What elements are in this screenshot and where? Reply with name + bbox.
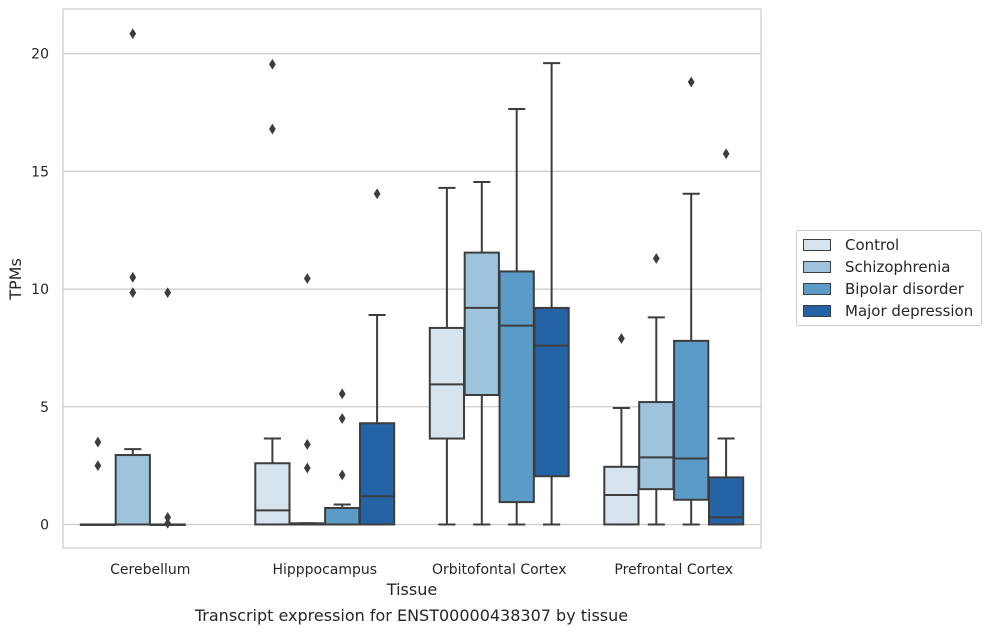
y-tick-label: 20 bbox=[31, 47, 49, 63]
outlier-point bbox=[722, 148, 730, 160]
outlier-point bbox=[338, 469, 346, 481]
outlier-point bbox=[94, 436, 102, 448]
plot-frame bbox=[62, 8, 762, 549]
legend-label-bipolar: Bipolar disorder bbox=[845, 280, 964, 298]
box-bipolar-disorder bbox=[673, 76, 710, 526]
x-axis-label: Tissue bbox=[386, 580, 437, 599]
box-major-depression bbox=[533, 62, 570, 526]
outlier-point bbox=[269, 123, 276, 135]
legend-swatch-bipolar bbox=[803, 283, 831, 295]
outlier-point bbox=[303, 273, 311, 284]
box-control bbox=[254, 58, 291, 526]
legend-item-depression: Major depression bbox=[803, 301, 973, 321]
x-tick-label: Orbitofontal Cortex bbox=[432, 562, 567, 578]
box-bipolar-disorder bbox=[498, 108, 535, 526]
box-iqr bbox=[463, 251, 500, 397]
box-iqr bbox=[114, 454, 151, 526]
legend-swatch-depression bbox=[803, 305, 831, 317]
outlier-point bbox=[687, 76, 695, 88]
legend-label-control: Control bbox=[845, 236, 900, 254]
y-tick-label: 15 bbox=[31, 164, 49, 180]
outlier-point bbox=[164, 512, 172, 523]
box-iqr bbox=[673, 339, 710, 501]
outlier-point bbox=[94, 460, 102, 472]
outlier-point bbox=[129, 271, 137, 283]
box-major-depression bbox=[358, 188, 396, 526]
x-tick-labels: Cerebellum Hipppocampus Orbitofontal Corte… bbox=[110, 562, 733, 578]
outlier-point bbox=[129, 287, 137, 299]
legend-item-control: Control bbox=[803, 235, 899, 255]
box-major-depression bbox=[707, 148, 745, 526]
y-tick-label: 10 bbox=[31, 282, 49, 298]
y-tick-label: 0 bbox=[40, 517, 49, 533]
outlier-point bbox=[373, 188, 381, 200]
box-iqr bbox=[324, 506, 361, 526]
box-schizophrenia bbox=[463, 180, 500, 526]
box-control bbox=[603, 333, 640, 526]
outlier-point bbox=[164, 517, 172, 529]
box-iqr bbox=[638, 401, 675, 491]
legend-label-schizophrenia: Schizophrenia bbox=[845, 258, 951, 276]
outlier-point bbox=[303, 462, 311, 474]
x-tick-label: Hipppocampus bbox=[272, 562, 377, 578]
box-groups bbox=[79, 28, 745, 529]
box-schizophrenia bbox=[289, 273, 326, 526]
box-iqr bbox=[358, 422, 396, 526]
box-control bbox=[428, 186, 466, 526]
y-tick-label: 5 bbox=[40, 400, 49, 416]
box-iqr bbox=[254, 462, 291, 526]
legend-swatch-control bbox=[803, 239, 831, 251]
box-control bbox=[79, 436, 117, 526]
legend: Control Schizophrenia Bipolar disorder M… bbox=[796, 230, 982, 326]
outlier-point bbox=[618, 333, 625, 344]
box-iqr bbox=[533, 306, 570, 478]
box-bipolar-disorder bbox=[149, 287, 186, 529]
box-iqr bbox=[498, 270, 535, 504]
legend-item-schizophrenia: Schizophrenia bbox=[803, 257, 950, 277]
y-tick-labels: 0 5 10 15 20 bbox=[31, 47, 49, 534]
legend-swatch-schizophrenia bbox=[803, 261, 831, 273]
outlier-point bbox=[652, 253, 660, 264]
outlier-point bbox=[303, 439, 311, 450]
x-tick-label: Cerebellum bbox=[110, 562, 190, 578]
outlier-point bbox=[129, 28, 137, 40]
outlier-point bbox=[338, 388, 346, 400]
box-schizophrenia bbox=[114, 28, 151, 526]
outlier-point bbox=[269, 58, 276, 70]
box-bipolar-disorder bbox=[324, 388, 361, 526]
box-schizophrenia bbox=[638, 253, 675, 526]
chart-caption: Transcript expression for ENST0000043830… bbox=[194, 606, 629, 625]
outlier-point bbox=[338, 413, 346, 424]
x-tick-label: Prefrontal Cortex bbox=[614, 562, 733, 578]
legend-item-bipolar: Bipolar disorder bbox=[803, 279, 964, 299]
box-iqr bbox=[428, 326, 466, 440]
legend-label-depression: Major depression bbox=[845, 302, 974, 320]
outlier-point bbox=[164, 287, 172, 299]
y-axis-label: TPMs bbox=[6, 258, 25, 301]
